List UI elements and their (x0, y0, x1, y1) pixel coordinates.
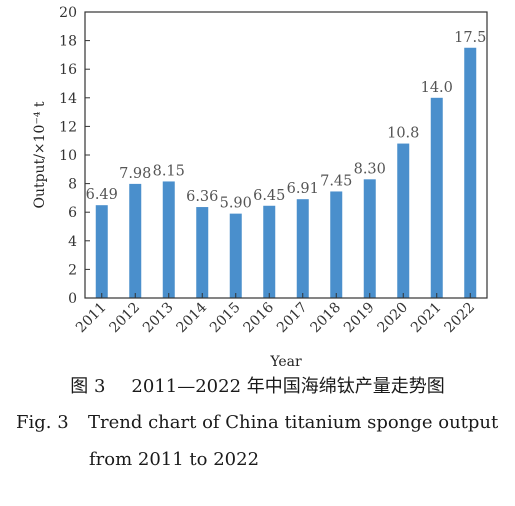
bar-2022 (464, 47, 477, 298)
data-label-2019: 8.30 (354, 161, 386, 177)
x-tick-label-2014: 2014 (174, 299, 211, 336)
bar-2021 (430, 97, 443, 298)
y-tick-label-20: 20 (59, 5, 77, 21)
x-tick-label-2018: 2018 (308, 300, 345, 337)
bar-2015 (229, 213, 242, 298)
bar-2013 (162, 181, 175, 298)
x-ticks-group: 2011201220132014201520162017201820192020… (73, 293, 478, 336)
y-tick-label-12: 12 (59, 119, 77, 135)
caption-cn-text: 2011—2022 年中国海绵钛产量走势图 (131, 376, 445, 397)
y-tick-label-2: 2 (68, 262, 77, 278)
data-label-2015: 5.90 (220, 196, 252, 212)
data-label-2016: 6.45 (253, 188, 285, 204)
bars-group (95, 47, 477, 298)
bar-2011 (95, 205, 108, 298)
bar-2012 (129, 183, 142, 298)
y-tick-label-14: 14 (59, 91, 77, 107)
y-tick-label-18: 18 (59, 34, 77, 50)
x-tick-label-2022: 2022 (442, 300, 479, 337)
y-tick-label-10: 10 (59, 148, 77, 164)
data-label-2021: 14.0 (421, 80, 453, 96)
figure-caption-english-line1: Fig. 3 Trend chart of China titanium spon… (16, 412, 498, 433)
data-label-2012: 7.98 (119, 166, 151, 182)
x-tick-label-2015: 2015 (207, 300, 244, 337)
data-label-2013: 8.15 (153, 163, 185, 179)
x-axis-title: Year (269, 354, 302, 370)
x-tick-label-2019: 2019 (341, 300, 378, 337)
data-label-2022: 17.5 (454, 30, 486, 46)
caption-cn-number: 图 3 (70, 376, 106, 397)
bar-chart: 2011201220132014201520162017201820192020… (32, 5, 488, 370)
x-tick-label-2011: 2011 (73, 300, 110, 337)
bar-2014 (196, 207, 209, 298)
y-tick-label-4: 4 (68, 234, 77, 250)
y-tick-label-16: 16 (59, 62, 77, 78)
y-tick-label-6: 6 (68, 205, 77, 221)
data-labels-group: 6.497.98 8.156.36 5.90 6.45 6.91 7.458.30 10.8… (86, 30, 487, 212)
x-tick-label-2020: 2020 (375, 300, 412, 337)
x-tick-label-2012: 2012 (107, 300, 144, 337)
data-label-2017: 6.91 (287, 181, 319, 197)
caption-en-text-1: Trend chart of China titanium sponge out… (88, 412, 499, 433)
caption-en-number: Fig. 3 (16, 412, 69, 433)
data-label-2011: 6.49 (86, 187, 118, 203)
x-tick-label-2017: 2017 (274, 300, 311, 337)
x-tick-label-2013: 2013 (140, 300, 177, 337)
bar-2018 (330, 191, 343, 298)
y-tick-label-8: 8 (68, 177, 77, 193)
y-axis-title: Output/×10⁻⁴ t (32, 101, 48, 208)
x-tick-label-2016: 2016 (241, 299, 278, 336)
y-ticks-group: 0 2 4 6 8 10 12 14 16 18 20 (59, 5, 90, 307)
bar-2020 (397, 143, 410, 298)
figure-caption-chinese: 图 3 2011—2022 年中国海绵钛产量走势图 (0, 372, 515, 398)
bar-2017 (296, 199, 309, 298)
x-tick-label-2021: 2021 (408, 300, 445, 337)
data-label-2014: 6.36 (186, 189, 218, 205)
data-label-2020: 10.8 (387, 126, 419, 142)
figure-caption-english-line2: from 2011 to 2022 (89, 449, 260, 470)
plot-frame (84, 11, 488, 299)
y-tick-label-0: 0 (68, 291, 77, 307)
bar-2016 (263, 205, 276, 298)
bar-2019 (363, 179, 376, 298)
data-label-2018: 7.45 (320, 173, 352, 189)
